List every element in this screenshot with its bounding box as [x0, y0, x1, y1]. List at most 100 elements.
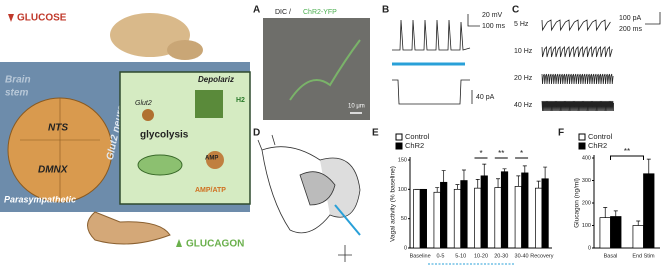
error-bar — [496, 178, 501, 188]
error-bar — [461, 169, 466, 181]
error-bar — [613, 210, 618, 217]
bar — [474, 187, 482, 249]
b-scale: 100 ms — [482, 23, 505, 30]
significance: * — [479, 149, 482, 158]
significance: ** — [498, 149, 504, 158]
significance: ** — [624, 147, 630, 156]
bar — [632, 225, 644, 249]
scale-bar — [645, 12, 661, 25]
error-bar — [455, 184, 460, 190]
y-tick-label: 0 — [588, 245, 591, 251]
sig-bracket — [610, 155, 644, 160]
schematic: GLUCOSE Brain stem NTS DMNX Glut2 neuron… — [0, 13, 251, 250]
legend-swatch — [395, 142, 403, 150]
mitochondrion — [137, 154, 183, 176]
error-bar — [536, 180, 541, 189]
y-tick-label: 300 — [582, 178, 591, 184]
legend-swatch — [578, 142, 586, 150]
neuron-box — [119, 71, 251, 205]
bar — [494, 187, 502, 249]
glut2: Glut2 — [135, 100, 152, 107]
error-bar — [636, 220, 641, 226]
panel-label: A — [253, 5, 260, 16]
bar — [440, 181, 448, 249]
trace — [392, 79, 470, 105]
bar — [500, 171, 509, 249]
channel — [195, 90, 223, 118]
bar — [521, 172, 529, 249]
brain-stem: stem — [5, 88, 28, 99]
error-bar — [516, 175, 521, 187]
significance: * — [520, 149, 523, 158]
error-bar — [522, 165, 527, 173]
bar — [643, 173, 655, 249]
x-tick-label: 5-10 — [455, 253, 466, 259]
x-tick-label: Basal — [604, 253, 618, 259]
depolarize: Depolariz — [198, 75, 234, 84]
glucagon: GLUCAGON — [186, 239, 244, 250]
error-bar — [646, 158, 651, 174]
amp-atp: AMP/ATP — [195, 187, 226, 194]
a-header: DIC / — [275, 9, 291, 16]
panel-label: F — [558, 128, 564, 139]
b-scale: 40 pA — [476, 94, 495, 101]
error-bar — [435, 187, 440, 193]
trace — [541, 100, 614, 112]
x-tick-label: 10-20 — [474, 253, 488, 259]
legend-swatch — [578, 133, 586, 141]
bar — [413, 188, 421, 249]
y-tick-label: 400 — [582, 155, 591, 161]
error-bar — [441, 170, 446, 183]
brain — [167, 40, 203, 60]
amp: AMP — [205, 156, 218, 162]
c-row-label: 20 Hz — [514, 75, 533, 82]
trace — [541, 46, 613, 58]
bar — [535, 187, 543, 249]
x-tick-label: Baseline — [410, 253, 431, 259]
panel-label: C — [512, 5, 519, 16]
bar — [460, 180, 468, 249]
y-label: Glucagon (ng/ml) — [574, 178, 581, 228]
parasympathetic: Parasympathetic — [4, 194, 76, 204]
h2: H2 — [236, 97, 245, 104]
legend-label: ChR2 — [588, 141, 607, 150]
error-bar — [482, 163, 487, 176]
trace — [541, 19, 611, 32]
c-scale: 100 pA — [619, 15, 642, 22]
legend-label: Control — [588, 132, 613, 141]
legend-label: Control — [405, 132, 430, 141]
nts: NTS — [48, 123, 68, 134]
transporter — [142, 109, 154, 121]
brain-stem: Brain — [5, 75, 31, 86]
cell — [289, 39, 361, 101]
bar — [453, 188, 462, 249]
glucose: GLUCOSE — [17, 13, 67, 24]
panel-label: D — [253, 128, 260, 139]
bar — [610, 216, 622, 249]
x-tick-label: Recovery — [530, 253, 553, 259]
b-scale: 20 mV — [482, 12, 503, 19]
rat-drawing — [257, 134, 361, 262]
bar — [514, 186, 522, 249]
scale-bar — [467, 14, 480, 27]
y-tick-label: 200 — [582, 200, 591, 206]
a-scale: 10 μm — [348, 104, 365, 110]
panel-label: B — [382, 5, 389, 16]
y-tick-label: 0 — [404, 245, 407, 251]
bar — [541, 178, 549, 249]
error-bar — [475, 179, 480, 189]
glycolysis: glycolysis — [140, 130, 189, 141]
trace — [541, 73, 614, 85]
c-row-label: 5 Hz — [514, 21, 529, 28]
section — [20, 98, 100, 202]
x-tick-label: 20-30 — [494, 253, 508, 259]
bar — [480, 175, 488, 249]
panel-label: E — [372, 128, 379, 139]
y-tick-label: 50 — [401, 216, 407, 222]
y-tick-label: 100 — [582, 223, 591, 229]
dmnx: DMNX — [38, 165, 69, 176]
a-header: ChR2-YFP — [303, 9, 337, 16]
c-row-label: 10 Hz — [514, 48, 533, 55]
bar — [599, 217, 611, 249]
ampk — [206, 151, 224, 169]
